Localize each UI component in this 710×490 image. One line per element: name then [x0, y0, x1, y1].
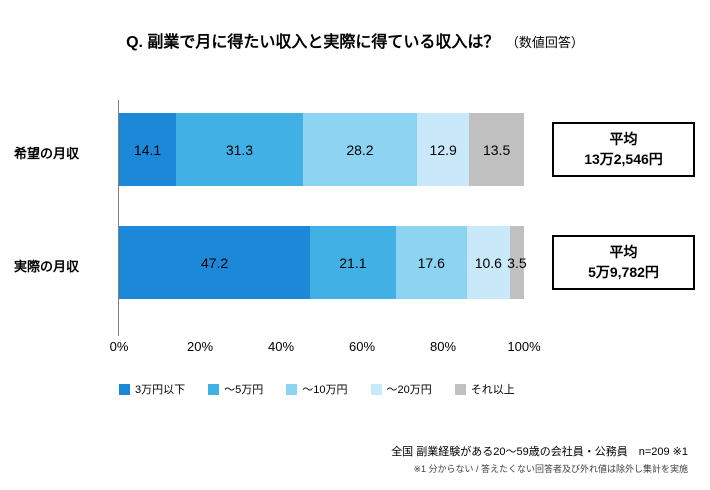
- bar-segment-value: 12.9: [429, 141, 457, 158]
- x-axis-tick-label: 40%: [267, 339, 295, 354]
- bar-segment-value: 10.6: [474, 254, 502, 271]
- x-axis-tick-label: 80%: [429, 339, 457, 354]
- survey-note: 全国 副業経験がある20～59歳の会社員・公務員 n=209 ※1: [391, 446, 688, 458]
- legend-swatch-icon: [370, 383, 382, 395]
- legend-swatch-icon: [208, 383, 220, 395]
- survey-footnote: ※1 分からない / 答えたくない回答者及び外れ値は除外し集計を実施: [413, 464, 688, 474]
- legend-item: それ以上: [454, 381, 515, 397]
- chart-title: Q. 副業で月に得たい収入と実際に得ている収入は？ （数値回答）: [0, 28, 710, 52]
- bar-segment: 14.1: [119, 113, 177, 186]
- bar-segment-value: 14.1: [133, 141, 162, 158]
- average-box-desired: 平均 13万2,546円: [552, 122, 695, 177]
- bar-segment-value: 3.5: [507, 254, 527, 271]
- legend-item: 3万円以下: [119, 381, 185, 397]
- average-label: 平均: [609, 131, 638, 147]
- legend-label: ～10万円: [302, 384, 348, 396]
- stacked-bar-actual: 47.2 21.1 17.6 10.6 3.5: [119, 226, 527, 299]
- y-axis-line: [118, 100, 119, 336]
- bar-segment: 10.6: [466, 226, 510, 299]
- average-label: 平均: [609, 244, 638, 260]
- x-axis-ticks: 0% 20% 40% 60% 80% 100%: [110, 339, 541, 355]
- legend-item: ～5万円: [208, 381, 263, 397]
- legend-swatch-icon: [119, 383, 130, 395]
- category-label-desired: 希望の月収: [14, 146, 80, 161]
- category-label-actual: 実際の月収: [14, 259, 80, 274]
- bar-segment: 3.5: [507, 226, 527, 299]
- bar-segment-value: 17.6: [417, 254, 445, 271]
- legend-item: ～10万円: [286, 381, 348, 397]
- stacked-bar-desired: 14.1 31.3 28.2 12.9 13.5: [119, 113, 524, 186]
- average-value: 13万2,546円: [584, 151, 663, 168]
- chart-title-main: Q. 副業で月に得たい収入と実際に得ている収入は？: [126, 34, 500, 51]
- legend-item: ～20万円: [370, 381, 432, 397]
- bar-segment-value: 47.2: [200, 254, 229, 271]
- bar-segment-value: 21.1: [339, 254, 367, 271]
- chart-legend: 3万円以下 ～5万円 ～10万円 ～20万円 それ以上: [119, 381, 515, 397]
- x-axis-tick-label: 60%: [348, 339, 376, 354]
- chart-title-suffix: （数値回答）: [505, 35, 584, 50]
- bar-segment: 31.3: [176, 113, 303, 186]
- x-axis-tick-label: 100%: [507, 339, 541, 354]
- bar-segment-value: 31.3: [225, 141, 254, 158]
- bar-segment-value: 13.5: [482, 141, 511, 158]
- legend-label: ～20万円: [386, 384, 432, 396]
- legend-label: ～5万円: [224, 384, 264, 396]
- bar-segment: 21.1: [310, 226, 396, 299]
- bar-segment-value: 28.2: [346, 141, 374, 158]
- legend-swatch-icon: [454, 383, 466, 395]
- bar-segment: 47.2: [119, 226, 311, 299]
- bar-segment: 17.6: [395, 226, 467, 299]
- legend-label: 3万円以下: [135, 384, 186, 396]
- bar-segment: 28.2: [302, 113, 418, 186]
- legend-swatch-icon: [286, 383, 298, 395]
- bar-segment: 12.9: [417, 113, 470, 186]
- bar-segment: 13.5: [469, 113, 524, 186]
- x-axis-tick-label: 20%: [186, 339, 214, 354]
- average-box-actual: 平均 5万9,782円: [552, 235, 695, 290]
- average-value: 5万9,782円: [588, 264, 659, 281]
- x-axis-tick-label: 0%: [109, 339, 129, 354]
- legend-label: それ以上: [470, 384, 515, 396]
